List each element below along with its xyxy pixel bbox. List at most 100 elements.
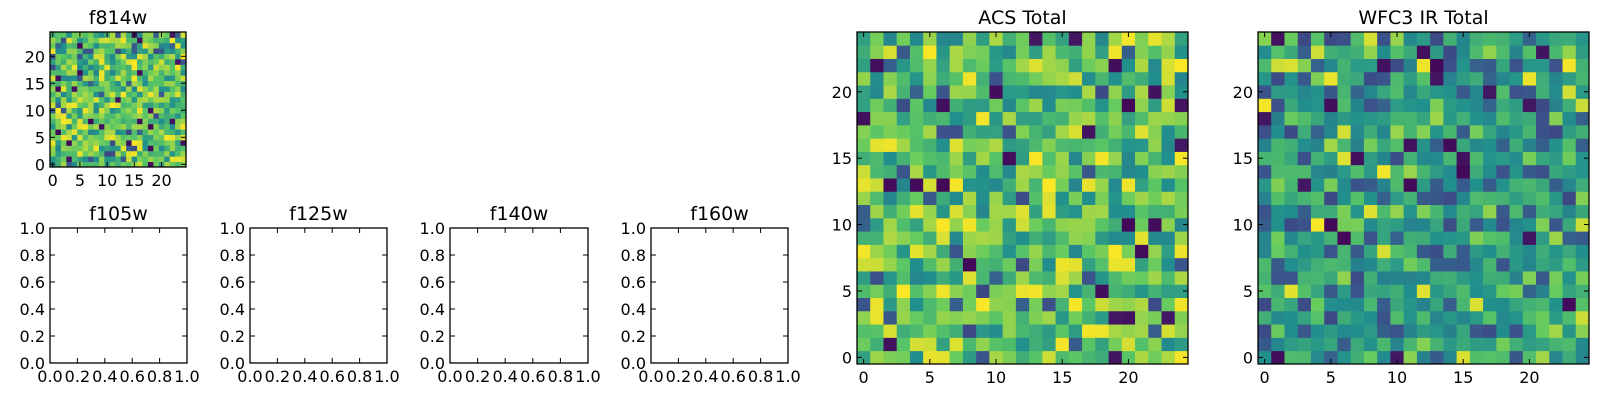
heatmap-cell [147,64,154,71]
heatmap-cell [175,69,181,76]
heatmap-cell [989,71,1004,86]
heatmap-cell [55,113,62,119]
x-tick-label: 15 [124,171,144,190]
heatmap-cell [1082,324,1096,338]
heatmap-cell [1522,204,1537,219]
heatmap-cell [82,37,89,44]
heatmap-cell [175,129,181,135]
heatmap-cell [989,271,1004,285]
heatmap-cell [896,138,911,152]
heatmap-cell [164,75,171,81]
y-tick-label: 0.6 [20,273,45,292]
heatmap-cell [142,129,149,135]
heatmap-cell [1403,138,1418,152]
heatmap-cell [115,86,122,92]
heatmap-cell [1363,337,1378,352]
heatmap-cell [1297,124,1312,139]
heatmap-cell [153,80,160,87]
heatmap-cell [962,350,977,365]
heatmap-cell [60,118,67,125]
heatmap-cell [1148,310,1162,325]
heatmap-cell [1390,138,1405,152]
heatmap-cell [1377,244,1391,259]
heatmap-cell [883,98,898,113]
y-tick-label: 10 [25,101,45,120]
heatmap-cell [1416,71,1431,86]
heatmap-cell [1135,45,1149,59]
heatmap-cell [137,69,143,76]
heatmap-cell [1258,32,1272,46]
heatmap-cell [1350,151,1365,166]
heatmap-cell [1161,85,1176,99]
heatmap-cell [1095,217,1109,232]
heatmap-cell [1015,271,1030,285]
heatmap-cell [1082,124,1096,139]
heatmap-cell [82,118,89,125]
heatmap-cell [1562,244,1577,259]
heatmap-cell [60,69,67,76]
heatmap-cell [962,231,977,245]
y-tick-label: 0.2 [420,327,445,346]
heatmap-cell [120,69,127,76]
heatmap-cell [1042,271,1056,285]
heatmap-cell [976,71,990,86]
heatmap-cell [1174,204,1189,219]
heatmap-cell [1135,85,1149,99]
heatmap-cell [1403,98,1418,113]
heatmap-cell [1509,244,1524,259]
heatmap-cell [1575,231,1590,245]
heatmap-cell [923,138,937,152]
y-tick-label: 0.0 [420,354,445,373]
heatmap-cell [1390,271,1405,285]
heatmap-cell [66,91,73,98]
heatmap-cell [1403,257,1418,272]
heatmap-cell [1337,244,1352,259]
heatmap-cell [1509,284,1524,298]
heatmap-cell [1483,217,1497,232]
heatmap-cell [175,59,181,65]
heatmap-cell [1496,337,1510,352]
heatmap-cell [923,32,937,46]
heatmap-cell [82,48,89,54]
heatmap-cell [1108,324,1123,338]
heatmap-cell [147,140,154,146]
heatmap-cell [1377,58,1391,73]
heatmap-cell [71,113,78,119]
heatmap-cell [66,59,73,65]
heatmap-cell [126,96,132,103]
heatmap-cell [1095,244,1109,259]
heatmap-cell [1297,284,1312,298]
heatmap-cell [1310,337,1325,352]
heatmap-cell [60,102,67,108]
heatmap-cell [1055,138,1070,152]
heatmap-cell [109,69,116,76]
heatmap-cell [909,164,924,179]
heatmap-cell [1443,191,1457,206]
heatmap-cell [1042,337,1056,352]
heatmap-cell [1068,231,1083,245]
heatmap-cell [1469,297,1484,312]
heatmap-cell [131,118,138,125]
heatmap-cell [1416,257,1431,272]
heatmap-cell [1148,98,1162,113]
heatmap-cell [153,156,160,162]
heatmap-cell [1042,310,1056,325]
heatmap-cell [1271,284,1285,298]
heatmap-cell [1469,204,1484,219]
heatmap-cell [71,86,78,92]
heatmap-cell [976,297,990,312]
heatmap-cell [1297,98,1312,113]
heatmap-cell [131,140,138,146]
x-tick-label: 0.4 [292,367,317,386]
heatmap-cell [158,129,165,135]
heatmap-cell [883,124,898,139]
heatmap-cell [883,85,898,99]
heatmap-cell [1135,310,1149,325]
heatmap-cell [93,86,100,92]
heatmap-cell [989,310,1004,325]
heatmap-cell [60,129,67,135]
heatmap-cell [1430,32,1444,46]
heatmap-cell [1029,111,1043,126]
heatmap-cell [949,138,964,152]
